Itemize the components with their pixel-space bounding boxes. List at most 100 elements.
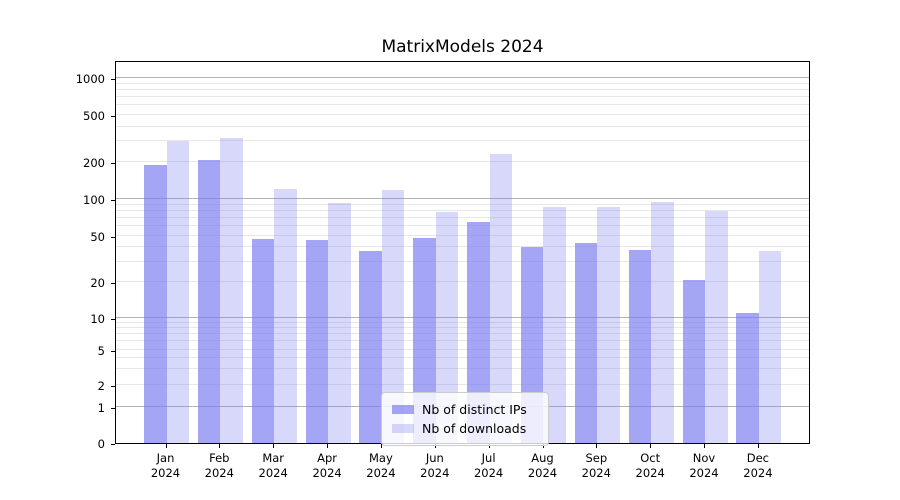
legend-label-downloads: Nb of downloads xyxy=(422,421,527,436)
gridline-major xyxy=(116,198,809,199)
x-tick-label: May 2024 xyxy=(366,451,396,480)
y-tick-mark xyxy=(111,236,115,238)
x-tick-mark xyxy=(650,444,652,448)
bar-downloads-dec xyxy=(758,251,782,443)
y-tick-mark xyxy=(111,116,115,118)
gridline-minor xyxy=(116,203,809,205)
legend-swatch-downloads xyxy=(392,424,414,433)
gridline-minor xyxy=(116,88,809,90)
x-tick-mark xyxy=(704,444,706,448)
y-tick-label: 1 xyxy=(97,401,105,416)
bar-distinct-ips-apr xyxy=(305,239,329,443)
bar-distinct-ips-may xyxy=(359,251,382,443)
gridline-minor xyxy=(116,281,809,283)
gridline-minor xyxy=(116,327,809,329)
y-tick-label: 50 xyxy=(90,229,105,244)
x-tick-label: Mar 2024 xyxy=(258,451,288,480)
x-tick-mark xyxy=(488,444,490,448)
legend-item-distinct-ips: Nb of distinct IPs xyxy=(392,400,538,419)
y-tick-mark xyxy=(111,79,115,81)
bar-downloads-aug xyxy=(543,207,566,443)
bar-distinct-ips-sep xyxy=(574,243,598,443)
y-tick-mark xyxy=(111,319,115,321)
y-tick-mark xyxy=(111,350,115,352)
bar-distinct-ips-oct xyxy=(628,249,652,443)
x-tick-label: Jun 2024 xyxy=(420,451,450,480)
x-tick-mark xyxy=(542,444,544,448)
bar-downloads-oct xyxy=(651,202,674,443)
gridline-minor xyxy=(116,321,809,323)
gridline-minor xyxy=(116,82,809,84)
x-tick-label: Dec 2024 xyxy=(743,451,773,480)
y-tick-label: 1000 xyxy=(75,72,105,86)
bar-distinct-ips-nov xyxy=(682,279,705,443)
gridline-minor xyxy=(116,260,809,262)
bar-downloads-apr xyxy=(328,203,351,443)
bar-downloads-jun xyxy=(435,212,459,443)
y-tick-mark xyxy=(111,386,115,388)
gridline-minor xyxy=(116,348,809,350)
legend: Nb of distinct IPs Nb of downloads xyxy=(381,392,549,446)
y-tick-mark xyxy=(111,408,115,410)
bar-distinct-ips-feb xyxy=(197,159,221,443)
legend-label-distinct-ips: Nb of distinct IPs xyxy=(422,402,527,417)
bar-downloads-may xyxy=(381,190,405,443)
x-tick-mark xyxy=(273,444,275,448)
y-tick-label: 20 xyxy=(90,276,105,291)
bar-downloads-jul xyxy=(489,154,513,443)
y-tick-label: 500 xyxy=(83,109,105,123)
legend-item-downloads: Nb of downloads xyxy=(392,419,538,438)
x-tick-mark xyxy=(596,444,598,448)
gridline-major xyxy=(116,77,809,78)
bar-distinct-ips-mar xyxy=(251,238,275,443)
x-tick-mark xyxy=(434,444,436,448)
gridline-major xyxy=(116,317,809,318)
x-tick-label: Jul 2024 xyxy=(473,451,504,480)
gridline-minor xyxy=(116,114,809,115)
bar-distinct-ips-jul xyxy=(467,221,490,443)
bar-distinct-ips-jan xyxy=(144,165,167,443)
x-tick-mark xyxy=(219,444,221,448)
gridline-minor xyxy=(116,357,809,359)
gridline-minor xyxy=(116,225,809,226)
y-tick-label: 5 xyxy=(97,343,105,358)
x-tick-label: Nov 2024 xyxy=(689,451,719,480)
x-tick-mark xyxy=(327,444,329,448)
y-tick-mark xyxy=(111,163,115,165)
chart-title: MatrixModels 2024 xyxy=(381,37,544,57)
x-tick-mark xyxy=(380,444,383,448)
y-tick-mark xyxy=(111,444,115,446)
bar-downloads-feb xyxy=(220,138,243,443)
y-tick-mark xyxy=(111,283,115,285)
x-tick-label: Apr 2024 xyxy=(312,451,342,480)
gridline-minor xyxy=(116,104,809,106)
gridline-minor xyxy=(116,234,809,236)
y-tick-label: 2 xyxy=(97,379,105,393)
plot-area: Nb of distinct IPs Nb of downloads xyxy=(115,61,810,446)
gridline-minor xyxy=(116,140,809,142)
gridline-minor xyxy=(116,368,809,370)
bar-distinct-ips-dec xyxy=(736,313,759,443)
bar-downloads-jan xyxy=(166,141,189,443)
gridline-minor xyxy=(116,96,809,97)
gridline-minor xyxy=(116,333,809,335)
x-tick-mark xyxy=(165,444,167,448)
gridline-minor xyxy=(116,340,809,342)
gridline-minor xyxy=(116,125,809,127)
x-tick-mark xyxy=(757,444,760,448)
y-tick-label: 200 xyxy=(83,156,105,171)
y-tick-label: 100 xyxy=(83,193,105,207)
legend-swatch-distinct-ips xyxy=(392,405,414,414)
gridline-minor xyxy=(116,161,809,163)
x-tick-label: Aug 2024 xyxy=(527,451,558,480)
y-tick-label: 10 xyxy=(90,312,105,326)
bar-downloads-sep xyxy=(597,207,620,443)
gridline-minor xyxy=(116,246,809,247)
x-tick-label: Oct 2024 xyxy=(635,451,665,480)
x-tick-label: Feb 2024 xyxy=(204,451,234,480)
y-tick-label: 0 xyxy=(97,437,105,451)
bar-downloads-mar xyxy=(274,188,297,443)
x-tick-label: Sep 2024 xyxy=(581,451,611,480)
gridline-minor xyxy=(116,384,809,385)
